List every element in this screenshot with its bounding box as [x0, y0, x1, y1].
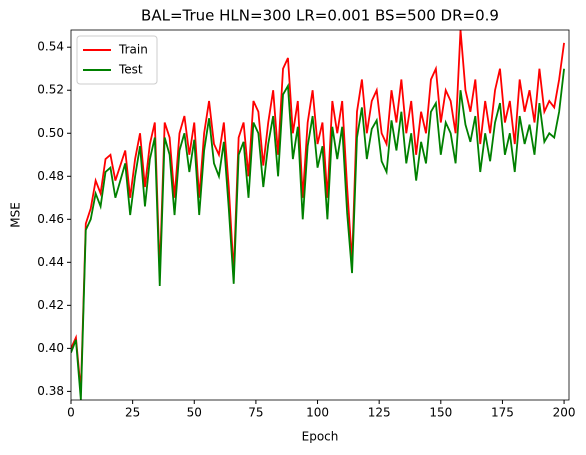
data-line [71, 68, 565, 400]
x-axis-label: Epoch [302, 430, 339, 444]
y-tick-label: 0.42 [37, 298, 64, 312]
data-line [71, 30, 565, 392]
legend-label: Test [118, 63, 143, 77]
x-tick-label: 100 [306, 406, 329, 420]
x-tick-label: 175 [491, 406, 514, 420]
legend-box [76, 35, 158, 85]
plot-frame [70, 29, 570, 401]
x-tick-label: 75 [248, 406, 263, 420]
x-tick-label: 200 [553, 406, 576, 420]
x-tick-label: 125 [368, 406, 391, 420]
x-tick-label: 0 [67, 406, 75, 420]
y-axis-label: MSE [9, 202, 23, 228]
y-tick-label: 0.38 [37, 384, 64, 398]
legend-label: Train [118, 43, 148, 57]
y-tick-label: 0.40 [37, 341, 64, 355]
y-tick-label: 0.54 [37, 40, 64, 54]
y-tick-label: 0.44 [37, 255, 64, 269]
y-tick-label: 0.48 [37, 169, 64, 183]
y-tick-label: 0.52 [37, 83, 64, 97]
y-tick-label: 0.46 [37, 212, 64, 226]
chart-title: BAL=True HLN=300 LR=0.001 BS=500 DR=0.9 [141, 7, 499, 25]
x-tick-label: 150 [429, 406, 452, 420]
x-tick-label: 25 [125, 406, 140, 420]
y-tick-label: 0.50 [37, 126, 64, 140]
x-tick-label: 50 [187, 406, 202, 420]
